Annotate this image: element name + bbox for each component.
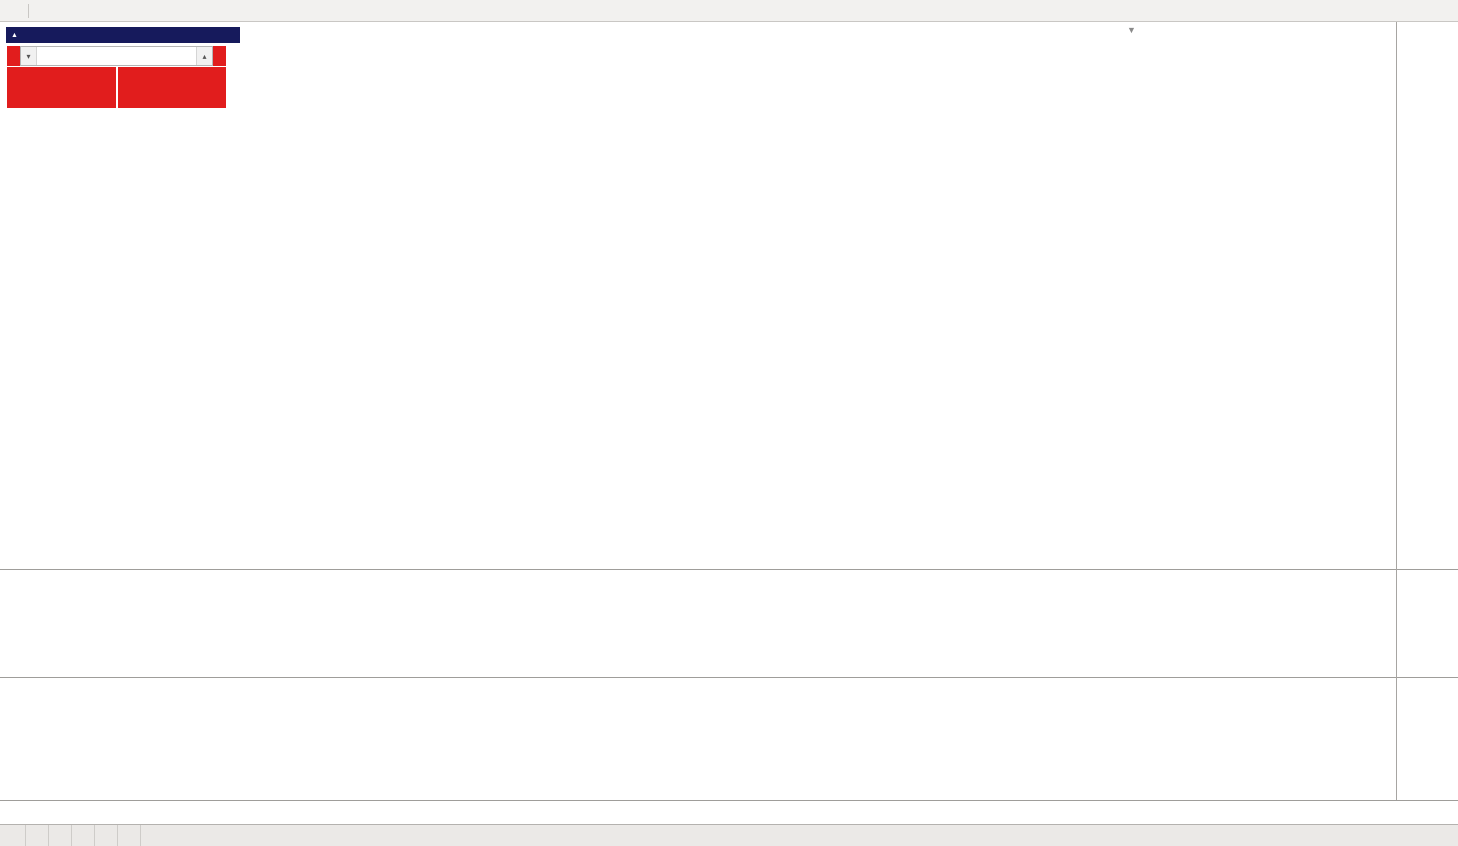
- lot-size-control: ▾ ▴: [20, 46, 213, 66]
- timeframe-w1-button[interactable]: [54, 9, 70, 13]
- tab-usdchf-daily[interactable]: [49, 825, 72, 846]
- chart-window-title-bar[interactable]: ▲: [6, 27, 240, 43]
- rsi-indicator-header: [5, 681, 10, 693]
- toolbar-separator: [28, 3, 29, 18]
- tab-eurusd-daily[interactable]: [3, 825, 26, 846]
- tab-audusd-daily[interactable]: [26, 825, 49, 846]
- lot-increase-button[interactable]: ▴: [196, 47, 212, 65]
- buy-button[interactable]: [213, 46, 226, 66]
- tab-eurchf-weekly[interactable]: [118, 825, 141, 846]
- panel-separator-macd[interactable]: [0, 569, 1458, 570]
- tab-usdcad-daily[interactable]: [72, 825, 95, 846]
- timeframe-h4-button[interactable]: [6, 9, 22, 13]
- macd-indicator-header: [5, 573, 15, 585]
- lot-decrease-button[interactable]: ▾: [21, 47, 37, 65]
- chart-icon: ▲: [11, 31, 18, 39]
- tab-usdcnh-daily[interactable]: [95, 825, 118, 846]
- time-axis-line: [0, 800, 1458, 801]
- sell-price-button[interactable]: [7, 67, 116, 108]
- timeframe-toolbar: [0, 0, 1458, 22]
- timeframe-d1-button[interactable]: [35, 9, 51, 13]
- price-scale-separator: [1396, 22, 1397, 800]
- lot-size-input[interactable]: [37, 47, 196, 65]
- one-click-trading-panel: ▾ ▴: [7, 46, 226, 108]
- buy-price-button[interactable]: [117, 67, 226, 108]
- chart-tab-bar: [0, 824, 1458, 846]
- panel-separator-rsi[interactable]: [0, 677, 1458, 678]
- sell-button[interactable]: [7, 46, 20, 66]
- timeframe-mn-button[interactable]: [73, 9, 89, 13]
- scroll-to-end-marker[interactable]: ▼: [1127, 25, 1136, 35]
